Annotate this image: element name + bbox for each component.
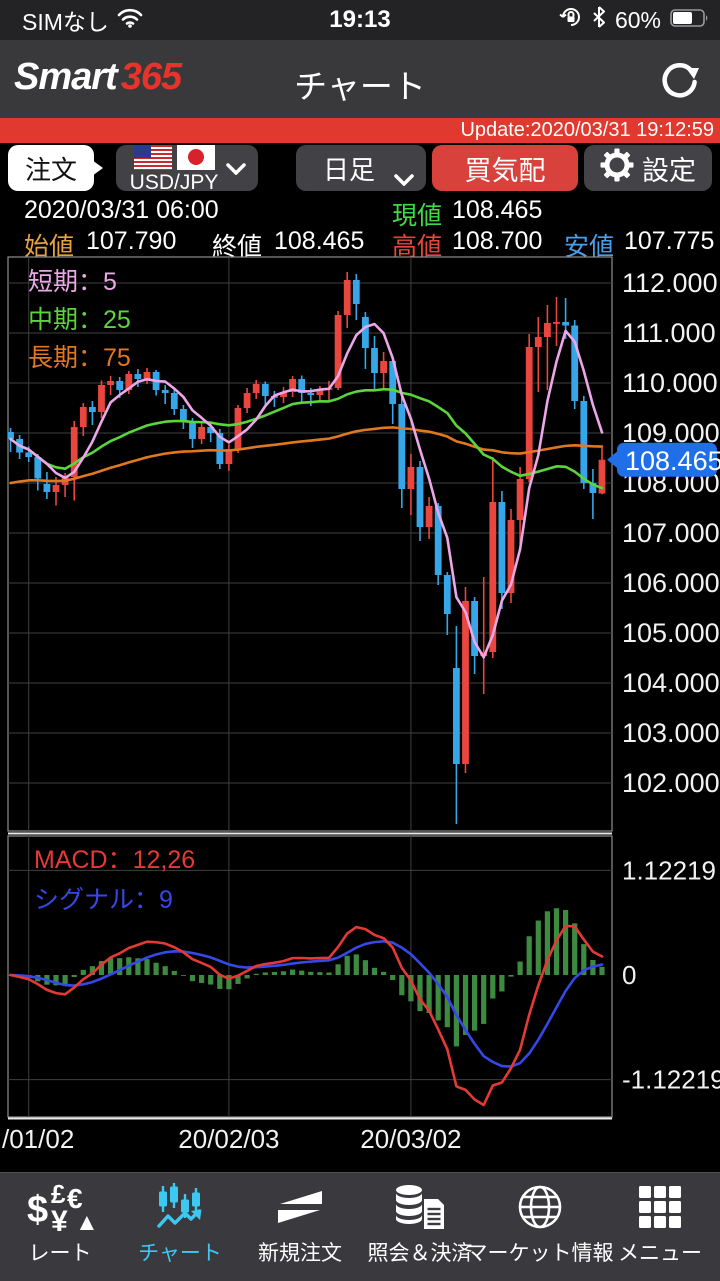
transfer-arrows-icon	[276, 1179, 324, 1235]
app-header: Smart 365 チャート	[0, 40, 720, 118]
settings-label: 設定	[642, 155, 696, 186]
current-price-tag: 108.465	[607, 442, 720, 477]
low-value: 107.775	[624, 227, 715, 255]
open-label: 始値	[24, 233, 75, 261]
bottom-nav: $ £ € ¥ ▲ レート チャート 新規注文	[0, 1172, 720, 1281]
macd-params-legend: MACD：12,26	[34, 846, 196, 874]
update-bar: Update:2020/03/31 19:12:59	[0, 118, 720, 143]
svg-text:0: 0	[622, 960, 636, 990]
close-value: 108.465	[274, 227, 365, 255]
toolbar: 注文 USD/JPY 日足 買気配	[0, 143, 720, 195]
nav-item-menu[interactable]: メニュー	[600, 1173, 720, 1281]
settings-button[interactable]: 設定	[584, 145, 712, 191]
ohlc-info: 2020/03/31 06:00 現値 108.465 始値 107.790 終…	[0, 196, 720, 261]
bid-ask-label: 買気配	[464, 155, 546, 186]
carrier-label: SIMなし	[22, 9, 109, 35]
price-chart[interactable]: 112.000111.000110.000109.000108.000107.0…	[0, 0, 720, 1172]
nav-item-rates[interactable]: $ £ € ¥ ▲ レート	[0, 1173, 120, 1281]
svg-text:104.000: 104.000	[622, 668, 720, 698]
status-bar: SIMなし 19:13 60%	[0, 0, 720, 40]
refresh-button[interactable]	[658, 58, 702, 102]
close-label: 終値	[212, 233, 263, 261]
ma-long-legend: 長期：75	[28, 344, 131, 372]
svg-text:20/03/02: 20/03/02	[360, 1124, 461, 1154]
currency-rates-icon: $ £ € ¥ ▲	[27, 1179, 99, 1238]
battery-percent: 60%	[614, 6, 661, 33]
macd-legend: MACD：12,26 シグナル：9	[34, 840, 195, 920]
svg-text:103.000: 103.000	[622, 718, 720, 748]
grid-menu-icon	[637, 1179, 683, 1235]
open-value: 107.790	[86, 227, 177, 255]
bluetooth-icon	[592, 6, 606, 34]
battery-icon	[670, 7, 710, 34]
currency-pair-dropdown[interactable]: USD/JPY	[116, 144, 258, 194]
bid-ask-toggle-button[interactable]: 買気配	[432, 145, 578, 191]
chevron-down-icon	[226, 162, 246, 180]
order-button-label: 注文	[24, 154, 77, 185]
chevron-down-icon	[394, 162, 414, 193]
rotation-lock-icon	[559, 6, 583, 34]
nav-item-new-order[interactable]: 新規注文	[240, 1173, 360, 1281]
us-flag-icon	[133, 144, 172, 170]
svg-text:112.000: 112.000	[622, 268, 718, 298]
current-price-label: 現値	[392, 202, 443, 230]
nav-label-menu: メニュー	[618, 1242, 702, 1265]
app-logo: Smart 365	[14, 56, 182, 99]
svg-text:102.000: 102.000	[622, 768, 720, 798]
svg-text:111.000: 111.000	[622, 318, 716, 348]
current-price-value: 108.465	[452, 196, 543, 224]
ma-legend: 短期：5 中期：25 長期：75	[28, 263, 131, 377]
globe-icon	[516, 1179, 564, 1235]
svg-text:/01/02: /01/02	[2, 1124, 74, 1154]
update-timestamp: Update:2020/03/31 19:12:59	[460, 119, 714, 141]
high-value: 108.700	[452, 227, 543, 255]
svg-text:110.000: 110.000	[622, 368, 718, 398]
nav-label-chart: チャート	[138, 1242, 222, 1265]
candlestick-chart-icon	[155, 1179, 205, 1235]
nav-label-market-info: マーケット情報	[466, 1242, 614, 1265]
nav-label-new-order: 新規注文	[258, 1242, 342, 1265]
svg-text:108.465: 108.465	[625, 446, 720, 476]
candle-datetime: 2020/03/31 06:00	[24, 196, 219, 224]
ma-short-legend: 短期：5	[28, 268, 117, 296]
timeframe-dropdown[interactable]: 日足	[296, 145, 426, 191]
svg-text:106.000: 106.000	[622, 568, 720, 598]
jp-flag-icon	[176, 144, 215, 170]
gear-icon	[600, 148, 634, 189]
nav-item-chart[interactable]: チャート	[120, 1173, 240, 1281]
page-title: チャート	[294, 68, 426, 105]
signal-params-legend: シグナル：9	[34, 886, 173, 914]
nav-label-rates: レート	[28, 1242, 92, 1265]
clock: 19:13	[329, 6, 391, 33]
svg-text:105.000: 105.000	[622, 618, 720, 648]
svg-text:107.000: 107.000	[622, 518, 720, 548]
coins-document-icon	[394, 1179, 446, 1235]
pair-flags	[133, 144, 215, 170]
nav-label-inquiry: 照会＆決済	[367, 1242, 473, 1265]
svg-text:1.12219: 1.12219	[622, 855, 716, 885]
timeframe-label: 日足	[322, 154, 375, 185]
wifi-icon	[117, 7, 143, 34]
svg-text:20/02/03: 20/02/03	[178, 1124, 279, 1154]
logo-smart: Smart	[14, 56, 118, 98]
nav-item-inquiry-settlement[interactable]: 照会＆決済	[360, 1173, 480, 1281]
high-label: 高値	[392, 233, 443, 261]
pair-label: USD/JPY	[129, 170, 219, 194]
order-button[interactable]: 注文	[8, 145, 103, 191]
ma-mid-legend: 中期：25	[28, 306, 131, 334]
logo-365: 365	[120, 56, 182, 98]
nav-item-market-info[interactable]: マーケット情報	[467, 1173, 614, 1281]
svg-text:-1.12219: -1.12219	[622, 1065, 720, 1095]
low-label: 安値	[564, 233, 615, 261]
